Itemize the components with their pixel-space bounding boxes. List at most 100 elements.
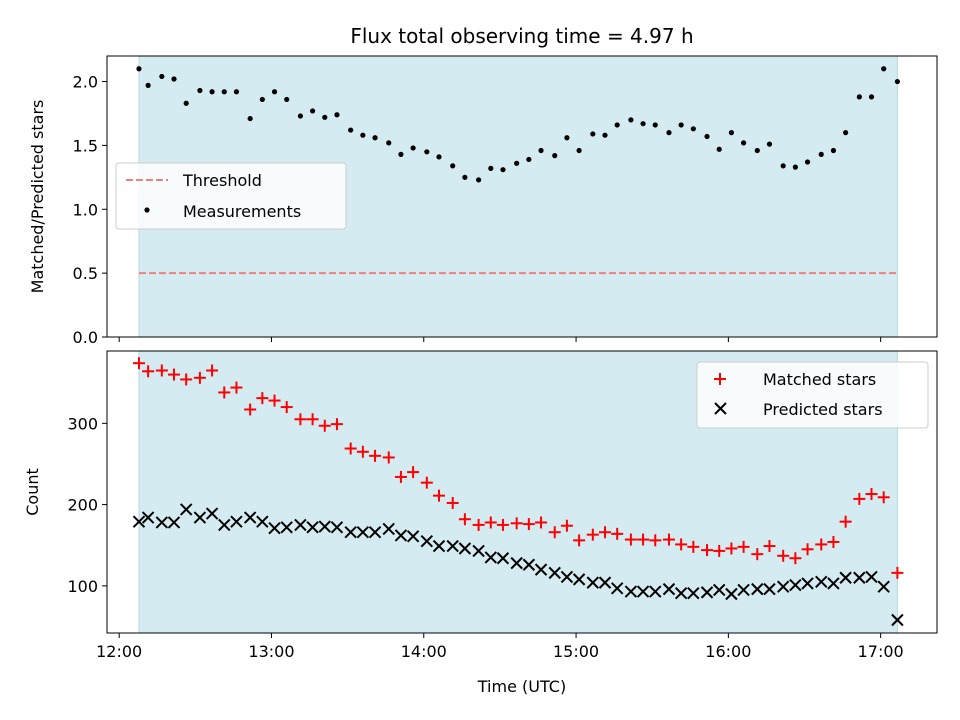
- predicted-stars-point: [344, 526, 357, 539]
- bottom-legend-box: [696, 361, 929, 429]
- measurement-point: [552, 153, 558, 159]
- matched-stars-point: [458, 513, 471, 526]
- matched-stars-point: [168, 368, 181, 381]
- top-legend-box: [115, 162, 347, 230]
- predicted-stars-point: [713, 583, 726, 597]
- legend-predicted-label: Predicted stars: [763, 400, 883, 419]
- measurement-point: [450, 163, 456, 169]
- legend-predicted-swatch: [714, 402, 727, 415]
- matched-stars-point: [777, 549, 790, 562]
- legend-threshold-label: Threshold: [182, 171, 262, 190]
- measurement-point: [690, 126, 696, 132]
- predicted-stars-point: [586, 576, 600, 589]
- predicted-stars-point: [458, 542, 472, 555]
- predicted-stars-point: [572, 573, 586, 586]
- matched-stars-point: [865, 488, 878, 501]
- measurement-point: [145, 82, 151, 88]
- predicted-stars-point: [624, 585, 638, 598]
- matched-stars-point: [433, 489, 445, 502]
- matched-stars-point: [180, 373, 193, 386]
- predicted-stars-point: [318, 520, 331, 533]
- predicted-stars-point: [853, 571, 866, 584]
- measurement-point: [209, 89, 215, 95]
- measurement-point: [372, 135, 378, 141]
- predicted-stars-point: [649, 585, 662, 598]
- predicted-stars-point: [484, 551, 497, 564]
- measurement-point: [640, 121, 646, 127]
- matched-stars-point: [193, 371, 206, 384]
- predicted-stars-point: [256, 515, 269, 528]
- measurement-point: [334, 112, 340, 118]
- matched-stars-point: [725, 542, 738, 555]
- y-tick-label: 0.0: [73, 328, 98, 347]
- top-panel-ylabel: Matched/Predicted stars: [28, 100, 47, 294]
- measurement-point: [271, 89, 278, 95]
- measurement-point: [171, 76, 177, 82]
- matched-stars-point: [548, 526, 561, 539]
- measurement-point: [766, 141, 773, 147]
- predicted-stars-point: [674, 586, 688, 600]
- predicted-stars-point: [560, 570, 574, 584]
- matched-stars-point: [827, 535, 840, 548]
- measurement-point: [183, 100, 189, 106]
- measurement-point: [284, 96, 290, 103]
- measurement-point: [804, 159, 811, 165]
- measurement-point: [475, 177, 482, 183]
- matched-stars-point: [801, 543, 814, 556]
- bottom-panel: 100 200 300 12:00 13:00 14:00 15:00 16:00 17:00…: [23, 350, 938, 661]
- measurement-point: [678, 122, 684, 128]
- matched-stars-point: [356, 445, 369, 458]
- matched-stars-point: [230, 381, 243, 394]
- measurement-point: [628, 117, 634, 123]
- x-tick-label: 16:00: [705, 642, 751, 661]
- measurement-point: [233, 89, 240, 95]
- predicted-stars-point: [205, 507, 219, 520]
- y-tick-label: 200: [67, 496, 98, 515]
- predicted-stars-point: [636, 585, 650, 598]
- measurement-point: [526, 156, 532, 163]
- predicted-stars-point: [776, 580, 790, 593]
- predicted-stars-point: [827, 577, 840, 590]
- matched-stars-point: [155, 364, 168, 377]
- predicted-stars-point: [132, 515, 146, 528]
- chart-title: Flux total observing time = 4.97 h: [350, 24, 693, 48]
- bottom-legend: Matched stars Predicted stars: [696, 361, 929, 429]
- measurement-point: [590, 131, 596, 137]
- matched-stars-point: [839, 515, 852, 528]
- matched-stars-point: [256, 392, 269, 405]
- x-tick-label: 17:00: [858, 642, 904, 661]
- predicted-stars-point: [877, 580, 890, 593]
- x-axis-label: Time (UTC): [477, 677, 566, 696]
- matched-stars-point: [662, 533, 675, 546]
- matched-stars-point: [751, 548, 764, 561]
- measurement-point: [221, 89, 227, 95]
- matched-stars-point: [244, 403, 257, 416]
- legend-matched-label: Matched stars: [763, 370, 876, 389]
- matched-stars-point: [218, 386, 231, 399]
- predicted-stars-point: [179, 503, 193, 516]
- predicted-stars-point: [230, 515, 243, 528]
- measurement-point: [894, 78, 901, 85]
- matched-stars-point: [815, 538, 828, 551]
- matched-stars-point: [318, 419, 331, 432]
- y-tick-label: 2.0: [73, 73, 98, 92]
- matched-stars-point: [294, 413, 307, 426]
- measurement-point: [576, 147, 582, 154]
- matched-stars-point: [624, 533, 637, 546]
- predicted-stars-point: [815, 575, 828, 589]
- matched-stars-point: [637, 533, 650, 546]
- measurement-point: [728, 130, 735, 136]
- matched-stars-point: [132, 357, 145, 370]
- matched-stars-point: [268, 394, 281, 407]
- predicted-stars-point: [496, 552, 510, 565]
- predicted-stars-point: [687, 586, 700, 600]
- predicted-stars-point: [737, 583, 750, 597]
- matched-stars-point: [789, 552, 802, 565]
- matched-stars-point: [713, 544, 726, 557]
- legend-measurements-swatch: [144, 207, 150, 213]
- matched-stars-point: [496, 518, 509, 531]
- measurement-point: [754, 147, 760, 154]
- predicted-stars-point: [193, 511, 207, 524]
- measurement-point: [462, 174, 468, 180]
